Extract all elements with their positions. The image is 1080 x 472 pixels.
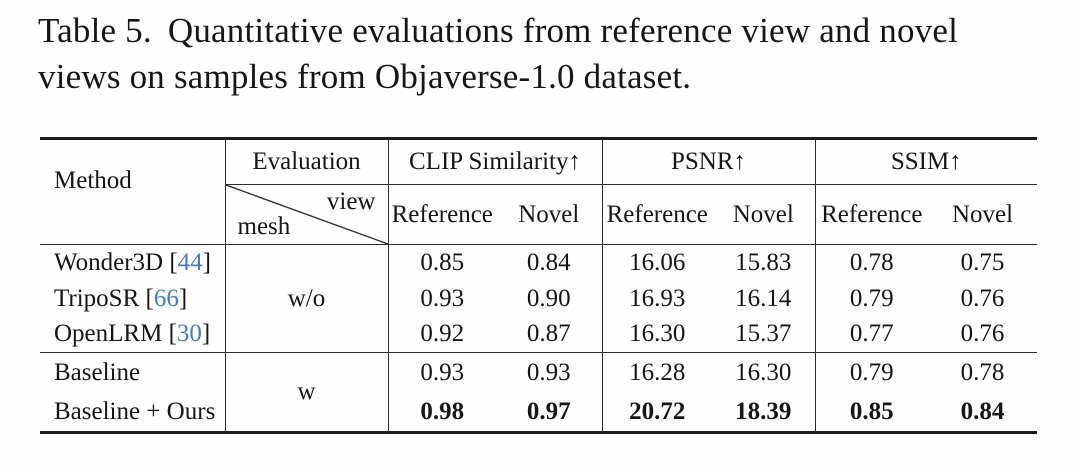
citation-link[interactable]: 44 [177,248,203,276]
cite-bracket: ] [201,320,211,348]
table-caption: Table 5. Quantitative evaluations from re… [0,0,1080,100]
ssim-novel-value: 0.76 [960,284,1005,312]
cite-bracket: [ [145,284,154,312]
clip-novel-value: 0.93 [496,352,603,393]
method-cell-baseline-ours: Baseline + Ours [40,392,226,433]
psnr-novel-value: 15.37 [712,316,816,353]
psnr-novel-value: 15.83 [712,244,816,281]
header-clip-similarity: CLIP Similarity↑ [388,138,603,185]
ssim-reference-value: 0.79 [815,352,929,393]
table-row: TripoSR [66] 0.93 0.90 16.93 16.14 0.79 … [40,280,1037,317]
cite-bracket: ] [202,248,211,276]
ssim-reference-value: 0.78 [849,248,894,276]
table-row: Baseline + Ours 0.98 0.97 20.72 18.39 0.… [40,392,1037,433]
method-cell-openlrm: OpenLRM [30] [40,316,226,353]
clip-reference-value: 0.93 [388,352,496,393]
method-name: TripoSR [54,284,146,312]
clip-novel-value: 0.84 [496,244,603,281]
header-mesh-view-diagonal-cell: view mesh [225,184,389,245]
table-row: OpenLRM [30] 0.92 0.87 16.30 15.37 0.77 … [40,316,1037,353]
ssim-novel-value: 0.76 [960,320,1005,348]
header-ssim-reference: Reference [815,184,929,245]
caption-text-line1: Quantitative evaluations from reference … [167,11,959,50]
header-ssim-novel: Novel [928,184,1038,245]
psnr-reference-value: 16.30 [629,320,686,348]
header-clip-reference: Reference [388,184,496,245]
clip-reference-value: 0.92 [420,320,465,348]
ssim-novel-value: 0.75 [960,248,1005,276]
caption-line-2: views on samples from Objaverse-1.0 data… [38,57,692,96]
clip-reference-value: 0.93 [420,284,465,312]
citation-link[interactable]: 66 [153,284,179,312]
clip-novel-value: 0.97 [496,392,603,433]
table-row: Baseline w 0.93 0.93 16.28 16.30 0.79 0.… [40,352,1038,433]
psnr-novel-value: 16.14 [712,280,816,317]
mesh-group-without: w/o [225,244,389,353]
mesh-group-with: w [225,352,389,433]
cite-bracket: [ [169,248,178,276]
header-psnr-novel: Novel [712,184,816,245]
method-name: Wonder3D [54,248,170,276]
header-mesh-label: mesh [237,213,291,240]
ssim-novel-value: 0.84 [960,397,1005,425]
psnr-reference-value: 20.72 [629,397,686,425]
psnr-novel-value: 16.30 [712,352,816,393]
clip-novel-value: 0.87 [496,316,603,353]
header-evaluation: Evaluation [225,138,389,185]
method-cell-baseline: Baseline [40,352,226,393]
method-name: OpenLRM [54,320,169,348]
header-psnr: PSNR↑ [602,138,816,185]
psnr-reference-value: 16.28 [602,352,712,393]
method-cell-wonder3d: Wonder3D [44] [40,244,226,281]
results-table: Method Evaluation CLIP Similarity↑ PSNR↑… [40,137,1038,434]
cite-bracket: [ [168,320,177,348]
header-view-label: view [326,188,376,215]
caption-line-1: Table 5. Quantitative evaluations from re… [38,8,1050,54]
ssim-reference-value: 0.79 [849,284,894,312]
clip-reference-value: 0.98 [420,397,465,425]
psnr-reference-value: 16.06 [629,248,686,276]
caption-table-number: Table 5. [38,11,152,50]
header-clip-novel: Novel [496,184,603,245]
ssim-novel-value: 0.78 [928,352,1038,393]
header-method: Method [40,138,226,245]
citation-link[interactable]: 30 [176,320,202,348]
cite-bracket: ] [178,284,188,312]
psnr-reference-value: 16.93 [629,284,686,312]
method-cell-triposr: TripoSR [66] [40,280,226,317]
psnr-novel-value: 18.39 [712,392,816,433]
header-psnr-reference: Reference [602,184,712,245]
diagonal-divider-line [226,185,388,244]
ssim-reference-value: 0.85 [849,397,894,425]
clip-novel-value: 0.90 [496,280,603,317]
ssim-reference-value: 0.77 [849,320,894,348]
table-row: Wonder3D [44] w/o 0.85 0.84 16.06 15.83 … [40,244,1037,353]
clip-reference-value: 0.85 [420,248,465,276]
header-ssim: SSIM↑ [815,138,1038,185]
